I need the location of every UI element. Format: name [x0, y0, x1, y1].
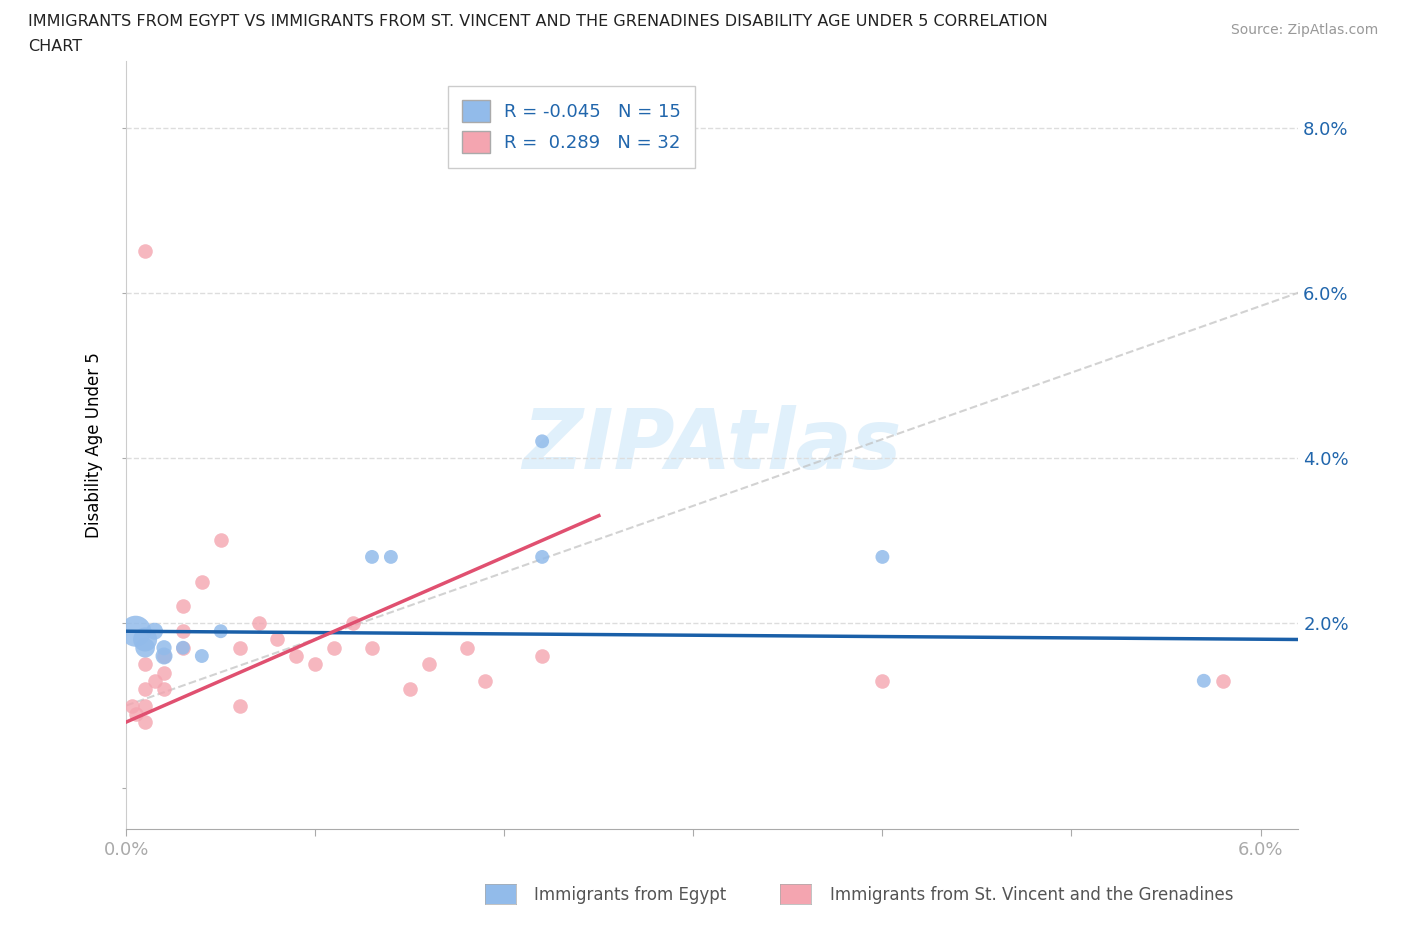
Y-axis label: Disability Age Under 5: Disability Age Under 5 — [86, 352, 103, 538]
Text: ZIPAtlas: ZIPAtlas — [523, 405, 903, 486]
Point — [121, 698, 143, 713]
Legend: R = -0.045   N = 15, R =  0.289   N = 32: R = -0.045 N = 15, R = 0.289 N = 32 — [449, 86, 696, 167]
Point — [342, 616, 364, 631]
Point — [153, 648, 176, 663]
Point — [872, 550, 894, 565]
Point — [134, 698, 156, 713]
Point — [456, 640, 478, 655]
Point — [323, 640, 346, 655]
Point — [266, 632, 288, 647]
Point — [124, 707, 146, 722]
Point — [172, 640, 194, 655]
Point — [1212, 673, 1234, 688]
Point — [380, 550, 402, 565]
Text: CHART: CHART — [28, 39, 82, 54]
Point — [228, 698, 250, 713]
Point — [143, 673, 166, 688]
Text: IMMIGRANTS FROM EGYPT VS IMMIGRANTS FROM ST. VINCENT AND THE GRENADINES DISABILI: IMMIGRANTS FROM EGYPT VS IMMIGRANTS FROM… — [28, 14, 1047, 29]
Point — [124, 624, 146, 639]
Point — [134, 714, 156, 729]
Point — [209, 533, 232, 548]
Text: Immigrants from St. Vincent and the Grenadines: Immigrants from St. Vincent and the Gren… — [830, 885, 1233, 904]
Point — [191, 574, 214, 589]
Point — [153, 665, 176, 680]
Point — [285, 648, 308, 663]
Point — [531, 434, 554, 449]
Point — [1192, 673, 1215, 688]
Point — [418, 657, 440, 671]
Point — [153, 682, 176, 697]
Point — [531, 550, 554, 565]
Point — [191, 648, 214, 663]
Point — [134, 682, 156, 697]
Point — [172, 640, 194, 655]
Point — [134, 244, 156, 259]
Point — [153, 648, 176, 663]
Point — [228, 640, 250, 655]
Point — [398, 682, 420, 697]
Point — [134, 640, 156, 655]
Point — [361, 640, 384, 655]
Point — [474, 673, 496, 688]
Point — [304, 657, 326, 671]
Text: Source: ZipAtlas.com: Source: ZipAtlas.com — [1230, 23, 1378, 37]
Point — [172, 624, 194, 639]
Point — [872, 673, 894, 688]
Point — [531, 648, 554, 663]
Point — [153, 640, 176, 655]
Point — [209, 624, 232, 639]
Point — [143, 624, 166, 639]
Point — [247, 616, 270, 631]
Text: Immigrants from Egypt: Immigrants from Egypt — [534, 885, 727, 904]
Point — [134, 657, 156, 671]
Point — [134, 632, 156, 647]
Point — [361, 550, 384, 565]
Point — [172, 599, 194, 614]
